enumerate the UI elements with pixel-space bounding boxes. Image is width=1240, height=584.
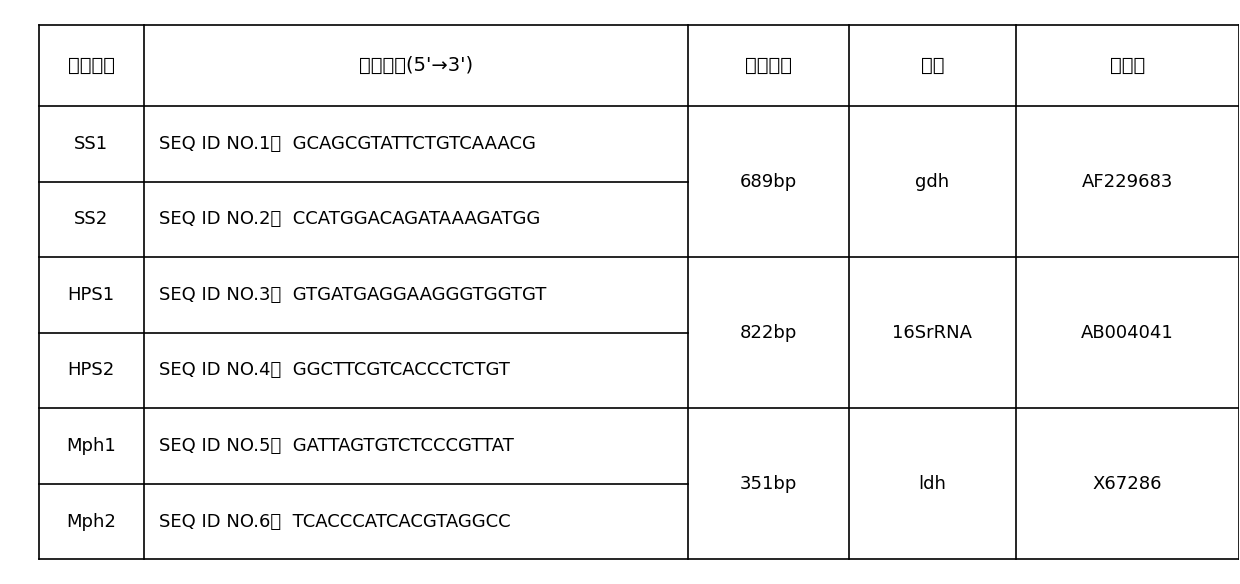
Text: 产物大小: 产物大小 [745, 56, 792, 75]
Text: 引物序列(5'→3'): 引物序列(5'→3') [358, 56, 472, 75]
Text: SS1: SS1 [74, 135, 108, 153]
Text: SEQ ID NO.4：  GGCTTCGTCACCCTCTGT: SEQ ID NO.4： GGCTTCGTCACCCTCTGT [159, 361, 510, 380]
Text: gdh: gdh [915, 172, 950, 190]
Text: SEQ ID NO.2：  CCATGGACAGATAAAGATGG: SEQ ID NO.2： CCATGGACAGATAAAGATGG [159, 210, 539, 228]
Text: SEQ ID NO.1：  GCAGCGTATTCTGTCAAACG: SEQ ID NO.1： GCAGCGTATTCTGTCAAACG [159, 135, 536, 153]
Text: 基因: 基因 [920, 56, 944, 75]
Text: 822bp: 822bp [740, 324, 797, 342]
Text: 扩增基因: 扩增基因 [68, 56, 114, 75]
Text: ldh: ldh [919, 475, 946, 493]
Text: 689bp: 689bp [740, 172, 797, 190]
Text: HPS1: HPS1 [67, 286, 114, 304]
Text: Mph2: Mph2 [66, 513, 117, 531]
Text: SEQ ID NO.5：  GATTAGTGTCTCCCGTTAT: SEQ ID NO.5： GATTAGTGTCTCCCGTTAT [159, 437, 513, 455]
Text: AF229683: AF229683 [1081, 172, 1173, 190]
Text: Mph1: Mph1 [66, 437, 117, 455]
Text: HPS2: HPS2 [67, 361, 115, 380]
Text: SS2: SS2 [74, 210, 108, 228]
Text: 351bp: 351bp [740, 475, 797, 493]
Text: SEQ ID NO.6：  TCACCCATCACGTAGGCC: SEQ ID NO.6： TCACCCATCACGTAGGCC [159, 513, 510, 531]
Text: 16SrRNA: 16SrRNA [893, 324, 972, 342]
Text: SEQ ID NO.3：  GTGATGAGGAAGGGTGGTGT: SEQ ID NO.3： GTGATGAGGAAGGGTGGTGT [159, 286, 546, 304]
Text: 序列号: 序列号 [1110, 56, 1145, 75]
Text: AB004041: AB004041 [1081, 324, 1173, 342]
Text: X67286: X67286 [1092, 475, 1162, 493]
